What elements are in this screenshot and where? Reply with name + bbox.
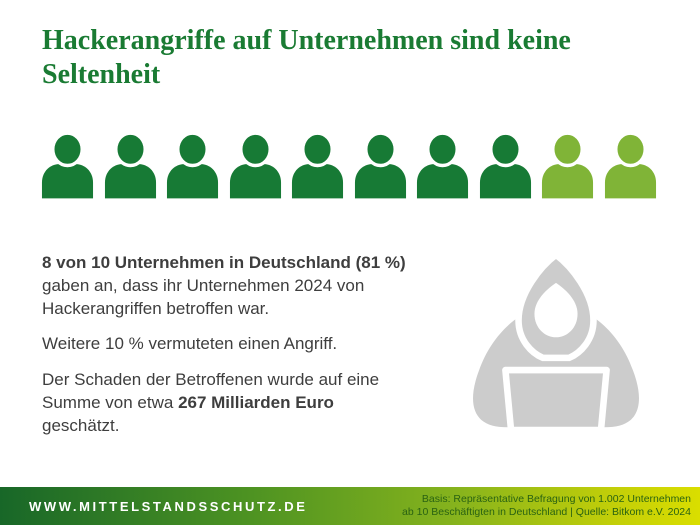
person-icon — [540, 132, 595, 200]
stat-affected-bold: 8 von 10 Unternehmen in Deutschland (81 … — [42, 253, 406, 272]
title-line-2: Seltenheit — [42, 59, 161, 90]
page-title: Hackerangriffe auf Unternehmen sind kein… — [42, 24, 662, 92]
footer-bar: WWW.MITTELSTANDSSCHUTZ.DE Basis: Repräse… — [0, 487, 700, 525]
person-icon — [40, 132, 95, 200]
damage-text-pre: Der Schaden der Betroffenen wurde auf ei… — [42, 370, 380, 412]
hacker-icon — [462, 251, 650, 434]
person-icon — [415, 132, 470, 200]
paragraph-affected: 8 von 10 Unternehmen in Deutschland (81 … — [42, 251, 477, 320]
source-line-2: ab 10 Beschäftigten in Deutschland | Que… — [402, 506, 691, 518]
person-icon — [290, 132, 345, 200]
person-icon — [353, 132, 408, 200]
paragraph-damage: Der Schaden der Betroffenen wurde auf ei… — [42, 368, 410, 437]
person-icon — [478, 132, 533, 200]
pictograph-row — [40, 131, 658, 200]
damage-amount: 267 Milliarden Euro — [178, 393, 334, 412]
person-icon — [165, 132, 220, 200]
person-icon — [103, 132, 158, 200]
person-icon — [603, 132, 658, 200]
stat-affected-rest: gaben an, dass ihr Unternehmen 2024 von … — [42, 276, 365, 318]
source-line-1: Basis: Repräsentative Befragung von 1.00… — [421, 492, 691, 505]
damage-text-post: geschätzt. — [42, 416, 120, 435]
title-line-1: Hackerangriffe auf Unternehmen sind kein… — [42, 25, 571, 56]
body-text-block: 8 von 10 Unternehmen in Deutschland (81 … — [42, 251, 477, 449]
paragraph-suspected: Weitere 10 % vermuteten einen Angriff. — [42, 334, 338, 353]
source-note: Basis: Repräsentative Befragung von 1.00… — [402, 493, 700, 520]
person-icon — [228, 132, 283, 200]
website-link[interactable]: WWW.MITTELSTANDSSCHUTZ.DE — [29, 498, 308, 514]
